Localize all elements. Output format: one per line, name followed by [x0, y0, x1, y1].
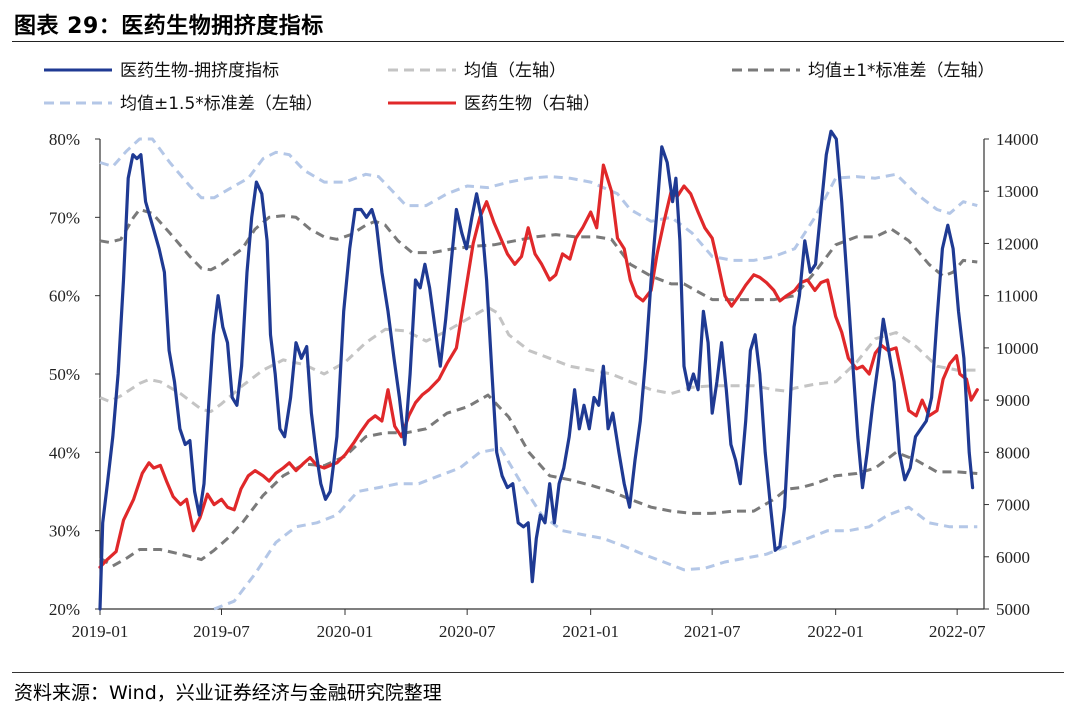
- pharma-index-line: [98, 163, 979, 569]
- figure-title: 图表 29：医药生物拥挤度指标: [14, 14, 324, 39]
- legend-label-crowding: 医药生物-拥挤度指标: [120, 61, 279, 81]
- y-left-tick-label: 40%: [49, 443, 80, 462]
- y-right-tick-label: 13000: [996, 182, 1039, 201]
- x-tick-label: 2022-07: [929, 622, 986, 641]
- title-divider: [12, 41, 1064, 42]
- y-right-tick-label: 11000: [996, 287, 1038, 306]
- y-left-tick-label: 80%: [49, 130, 80, 149]
- mean-minus-1sd-line: [99, 393, 978, 568]
- x-tick-label: 2020-01: [317, 622, 374, 641]
- y-right-tick-label: 6000: [996, 548, 1030, 567]
- legend-label-mean: 均值（左轴）: [464, 61, 566, 81]
- mean-line: [99, 305, 978, 414]
- y-right-tick-label: 12000: [996, 234, 1039, 253]
- legend-label-index: 医药生物（右轴）: [464, 94, 600, 114]
- y-left-tick-label: 50%: [49, 365, 80, 384]
- x-tick-label: 2021-01: [562, 622, 619, 641]
- x-tick-label: 2020-07: [439, 622, 496, 641]
- legend-label-sd15: 均值±1.5*标准差（左轴）: [120, 94, 323, 114]
- y-left-tick-label: 20%: [49, 600, 80, 619]
- y-right-tick-label: 9000: [996, 391, 1030, 410]
- y-right-tick-label: 7000: [996, 496, 1030, 515]
- y-left-tick-label: 60%: [49, 287, 80, 306]
- legend-label-sd1: 均值±1*标准差（左轴）: [808, 61, 995, 81]
- x-tick-label: 2019-07: [193, 622, 250, 641]
- x-tick-label: 2019-01: [72, 622, 129, 641]
- source-note: 资料来源：Wind，兴业证券经济与金融研究院整理: [14, 682, 442, 704]
- y-right-tick-label: 10000: [996, 339, 1039, 358]
- source-divider: [12, 672, 1064, 673]
- crowding-index-line: [98, 129, 975, 611]
- axes-layer: 20% 30% 40% 50% 60% 70% 80% 5000 6000 7000 8000 900…: [49, 130, 1039, 641]
- mean-minus-1-5sd-line: [213, 446, 978, 611]
- y-left-tick-label: 70%: [49, 208, 80, 227]
- y-right-tick-label: 8000: [996, 443, 1030, 462]
- mean-plus-1-5sd-line: [99, 137, 978, 262]
- y-left-tick-label: 30%: [49, 522, 80, 541]
- x-tick-label: 2021-07: [684, 622, 741, 641]
- y-right-tick-label: 5000: [996, 600, 1030, 619]
- y-right-tick-label: 14000: [996, 130, 1039, 149]
- chart-legend: 医药生物-拥挤度指标 均值（左轴） 均值±1*标准差（左轴） 均值±1.5*标准…: [44, 61, 995, 114]
- series-layer: [98, 129, 979, 611]
- x-tick-label: 2022-01: [807, 622, 864, 641]
